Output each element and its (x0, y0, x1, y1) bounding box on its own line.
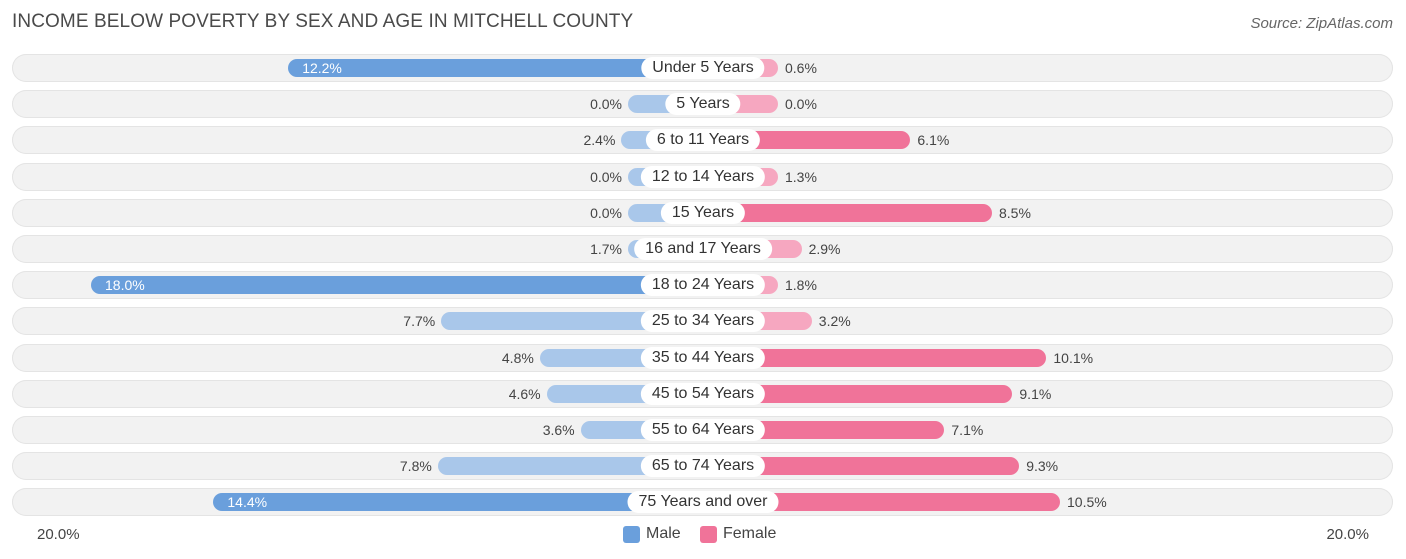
value-label-male: 18.0% (105, 277, 145, 294)
legend-label-male: Male (646, 525, 681, 542)
category-label: 75 Years and over (627, 491, 779, 514)
value-label-female: 2.9% (808, 241, 841, 257)
value-label-female: 10.1% (1053, 349, 1094, 366)
value-label-female: 9.1% (1019, 385, 1052, 402)
category-label: 65 to 74 Years (640, 455, 766, 478)
value-label-male: 12.2% (302, 60, 342, 76)
bar-female[interactable] (703, 493, 1060, 512)
value-label-male: 0.0% (590, 204, 622, 221)
value-label-female: 0.0% (785, 96, 817, 113)
category-label: 12 to 14 Years (640, 165, 766, 188)
category-label: 5 Years (665, 93, 741, 116)
category-label: 6 to 11 Years (645, 129, 761, 152)
value-label-female: 7.1% (951, 422, 984, 438)
category-label: 15 Years (660, 201, 746, 224)
value-label-female: 0.6% (785, 60, 817, 76)
category-label: 45 to 54 Years (640, 382, 766, 405)
source-credit: Source: ZipAtlas.com (1250, 15, 1393, 32)
category-label: 25 to 34 Years (640, 310, 766, 333)
value-label-male: 2.4% (583, 132, 616, 149)
value-label-female: 3.2% (818, 313, 851, 330)
bar-female[interactable] (703, 384, 1013, 403)
value-label-male: 4.6% (508, 385, 541, 402)
legend-swatch-male (623, 526, 640, 543)
legend-label-female: Female (723, 525, 777, 542)
bar-female[interactable] (703, 457, 1020, 476)
bar-female[interactable] (703, 348, 1047, 367)
bar-male[interactable] (441, 312, 703, 331)
bar-male[interactable] (91, 276, 703, 295)
value-label-male: 4.8% (501, 349, 534, 366)
category-label: 16 and 17 Years (634, 238, 772, 260)
value-label-female: 1.8% (785, 277, 817, 294)
value-label-male: 7.7% (403, 313, 436, 330)
chart-title: INCOME BELOW POVERTY BY SEX AND AGE IN M… (12, 11, 634, 32)
value-label-male: 14.4% (227, 494, 268, 511)
value-label-male: 7.8% (399, 458, 432, 475)
bar-male[interactable] (437, 457, 703, 476)
value-label-female: 9.3% (1026, 458, 1059, 475)
value-label-male: 0.0% (590, 168, 622, 185)
value-label-male: 0.0% (590, 96, 622, 113)
axis-label-left: 20.0% (37, 526, 80, 543)
legend-swatch-female (700, 526, 717, 543)
legend: Male Female (0, 524, 1406, 544)
category-label: 35 to 44 Years (640, 346, 766, 369)
value-label-female: 10.5% (1067, 494, 1107, 511)
category-label: 18 to 24 Years (640, 274, 766, 297)
value-label-male: 1.7% (590, 241, 622, 257)
value-label-female: 6.1% (917, 132, 950, 149)
value-label-male: 3.6% (542, 422, 575, 438)
bar-male[interactable] (288, 59, 703, 77)
bar-female[interactable] (703, 203, 992, 222)
value-label-female: 1.3% (785, 168, 817, 185)
axis-label-right: 20.0% (1326, 526, 1369, 543)
bar-male[interactable] (213, 493, 703, 512)
category-label: 55 to 64 Years (640, 419, 766, 441)
category-label: Under 5 Years (641, 57, 765, 79)
value-label-female: 8.5% (999, 204, 1031, 221)
